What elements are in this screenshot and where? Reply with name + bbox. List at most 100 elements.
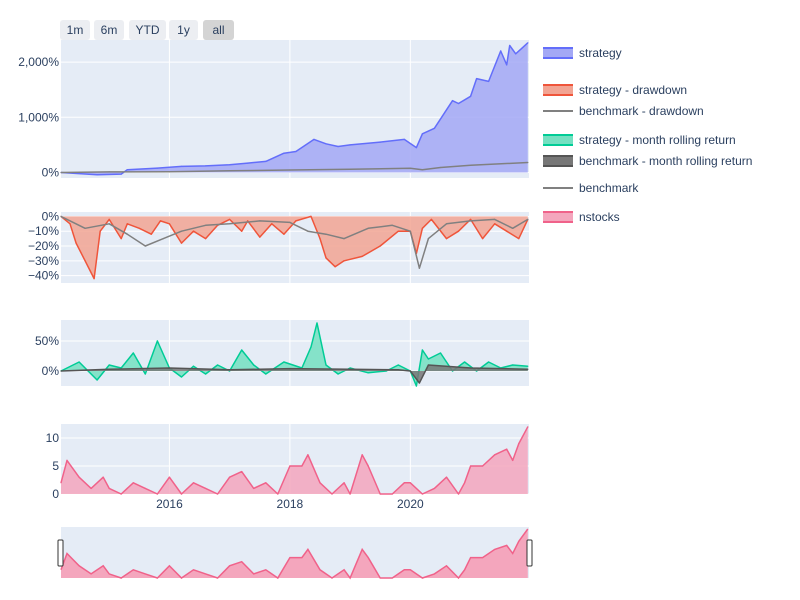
data-point xyxy=(168,223,170,225)
range-ytd-button[interactable]: YTD xyxy=(129,20,166,40)
data-point xyxy=(433,127,435,129)
data-point xyxy=(494,454,496,456)
data-point xyxy=(457,102,460,105)
data-point xyxy=(180,242,183,244)
data-point xyxy=(295,150,297,153)
data-point xyxy=(521,47,523,49)
legend-benchmark-drawdown[interactable]: benchmark - drawdown xyxy=(543,102,704,120)
legend-label: benchmark - drawdown xyxy=(579,104,704,118)
data-point xyxy=(439,166,442,169)
y-tick-label: 0 xyxy=(52,487,59,501)
data-point xyxy=(99,230,101,232)
data-point xyxy=(512,227,514,229)
data-point xyxy=(403,482,405,484)
legend-label: strategy - month rolling return xyxy=(579,133,736,147)
y-tick-label: 1,000% xyxy=(18,110,59,124)
data-point xyxy=(229,218,231,220)
data-point xyxy=(349,368,351,370)
data-point xyxy=(289,368,291,370)
y-tick-label: 0% xyxy=(42,209,60,223)
data-point xyxy=(439,352,442,354)
data-point xyxy=(343,238,345,240)
range-1y-button[interactable]: 1y xyxy=(169,20,198,40)
data-point xyxy=(168,476,170,478)
data-point xyxy=(241,230,243,232)
legend-strategy[interactable]: strategy xyxy=(543,44,622,62)
range-6m-button[interactable]: 6m xyxy=(94,20,124,40)
data-point xyxy=(482,465,484,467)
data-point xyxy=(343,482,345,484)
data-point xyxy=(241,349,243,351)
data-point xyxy=(144,373,146,375)
range-1m-button[interactable]: 1m xyxy=(60,20,90,40)
data-point xyxy=(205,373,207,375)
x-tick-label: 2020 xyxy=(397,497,424,511)
data-point xyxy=(361,454,363,456)
data-point xyxy=(84,227,86,229)
data-point xyxy=(60,370,62,372)
y-tick-label: 5 xyxy=(52,459,59,473)
series-area-0 xyxy=(61,323,528,386)
data-point xyxy=(144,487,146,489)
data-point xyxy=(391,493,393,495)
data-point xyxy=(120,238,122,240)
legend-strategy-month-rolling[interactable]: strategy - month rolling return xyxy=(543,131,736,149)
data-point xyxy=(421,169,423,171)
data-point xyxy=(60,482,62,484)
legend-label: benchmark - month rolling return xyxy=(579,154,753,168)
data-point xyxy=(470,164,472,166)
y-tick-label: −20% xyxy=(28,239,59,253)
y-tick-label: 2,000% xyxy=(18,55,59,69)
data-point xyxy=(430,218,432,220)
data-point xyxy=(156,493,158,495)
data-point xyxy=(527,42,529,44)
data-point xyxy=(337,373,339,375)
data-point xyxy=(349,168,351,170)
legend-strategy-drawdown[interactable]: strategy - drawdown xyxy=(543,81,687,99)
data-point xyxy=(319,238,321,240)
data-point xyxy=(470,218,472,220)
panel-drawdown: 0%−10%−20%−30%−40% xyxy=(28,209,529,283)
legend-benchmark-month-rolling[interactable]: benchmark - month rolling return xyxy=(543,152,752,170)
data-point xyxy=(527,161,529,164)
data-point xyxy=(283,361,285,363)
data-point xyxy=(108,171,110,173)
panel-nstocks: 0 5 10 xyxy=(46,424,529,501)
data-point xyxy=(192,365,195,367)
data-point xyxy=(470,220,472,222)
data-point xyxy=(259,236,261,238)
data-point xyxy=(451,100,454,102)
data-point xyxy=(325,233,327,235)
data-point xyxy=(391,224,393,226)
legend-swatch xyxy=(543,181,573,195)
data-point xyxy=(253,487,255,489)
legend-label: benchmark xyxy=(579,181,639,195)
data-point xyxy=(120,173,122,175)
legend-benchmark[interactable]: benchmark xyxy=(543,179,638,197)
data-point xyxy=(421,227,423,229)
series-area-1 xyxy=(61,365,528,383)
data-point xyxy=(93,278,95,280)
legend-label: nstocks xyxy=(579,210,620,224)
data-point xyxy=(150,233,152,235)
data-point xyxy=(180,376,183,378)
data-point xyxy=(229,476,231,478)
range-slider-handle-right[interactable] xyxy=(526,539,533,567)
range-all-button[interactable]: all xyxy=(203,20,234,40)
data-point xyxy=(132,482,134,484)
data-point xyxy=(265,160,267,162)
y-tick-label: 0% xyxy=(42,165,60,179)
data-point xyxy=(367,465,369,467)
data-point xyxy=(205,224,207,226)
data-point xyxy=(518,238,520,240)
data-point xyxy=(409,482,411,484)
data-point xyxy=(205,238,207,240)
range-slider-handle-left[interactable] xyxy=(57,539,64,567)
range-slider[interactable] xyxy=(57,527,533,580)
data-point xyxy=(397,230,399,232)
legend-nstocks[interactable]: nstocks xyxy=(543,208,620,226)
data-point xyxy=(217,493,219,495)
data-point xyxy=(527,368,529,370)
data-point xyxy=(337,145,339,148)
data-point xyxy=(325,143,327,145)
